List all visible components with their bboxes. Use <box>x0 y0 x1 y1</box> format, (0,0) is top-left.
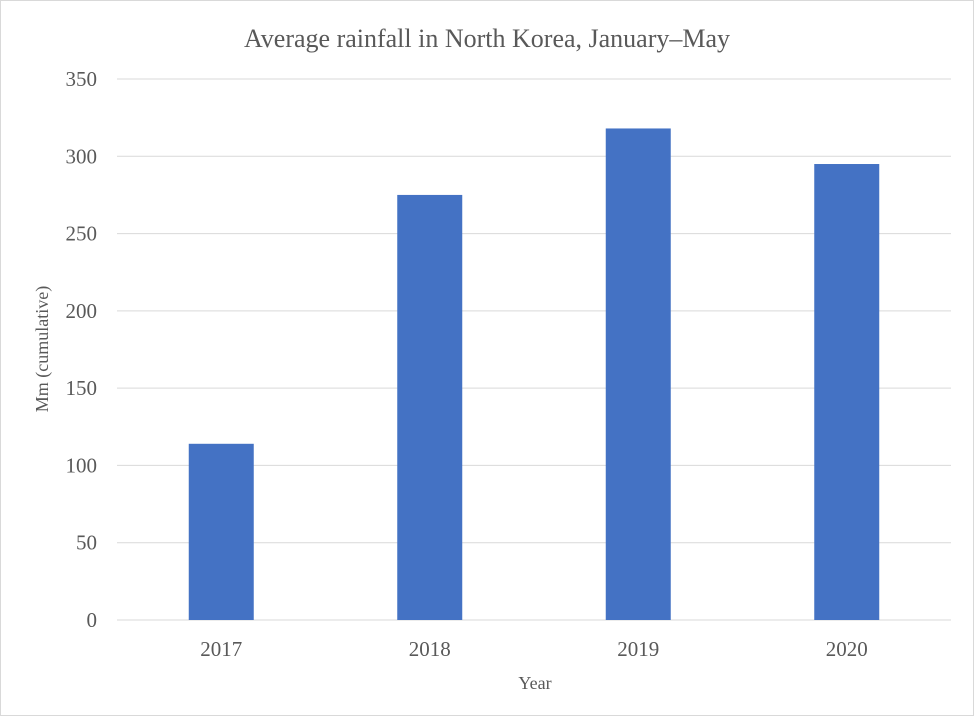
chart-title: Average rainfall in North Korea, January… <box>244 24 730 53</box>
y-tick-label: 200 <box>66 299 98 323</box>
bar-2019 <box>605 128 671 620</box>
x-tick-label: 2019 <box>617 637 659 661</box>
x-tick-label: 2017 <box>200 637 242 661</box>
y-tick-label: 50 <box>76 531 97 555</box>
bar-2020 <box>814 164 880 620</box>
bar-2018 <box>397 194 463 620</box>
gridlines <box>117 78 951 621</box>
y-tick-label: 150 <box>66 376 98 400</box>
x-tick-label: 2020 <box>826 637 868 661</box>
bars <box>188 128 880 620</box>
y-axis-ticks: 0 50 100 150 200 250 300 350 <box>66 67 98 632</box>
bar-2017 <box>188 443 254 620</box>
y-tick-label: 100 <box>66 453 98 477</box>
y-tick-label: 250 <box>66 222 98 246</box>
x-tick-label: 2018 <box>409 637 451 661</box>
y-tick-label: 0 <box>87 608 98 632</box>
x-axis-title: Year <box>518 673 551 693</box>
y-tick-label: 350 <box>66 67 98 91</box>
y-tick-label: 300 <box>66 144 98 168</box>
x-axis-ticks: 2017 2018 2019 2020 <box>200 637 868 661</box>
y-axis-title: Mm (cumulative) <box>32 286 53 412</box>
